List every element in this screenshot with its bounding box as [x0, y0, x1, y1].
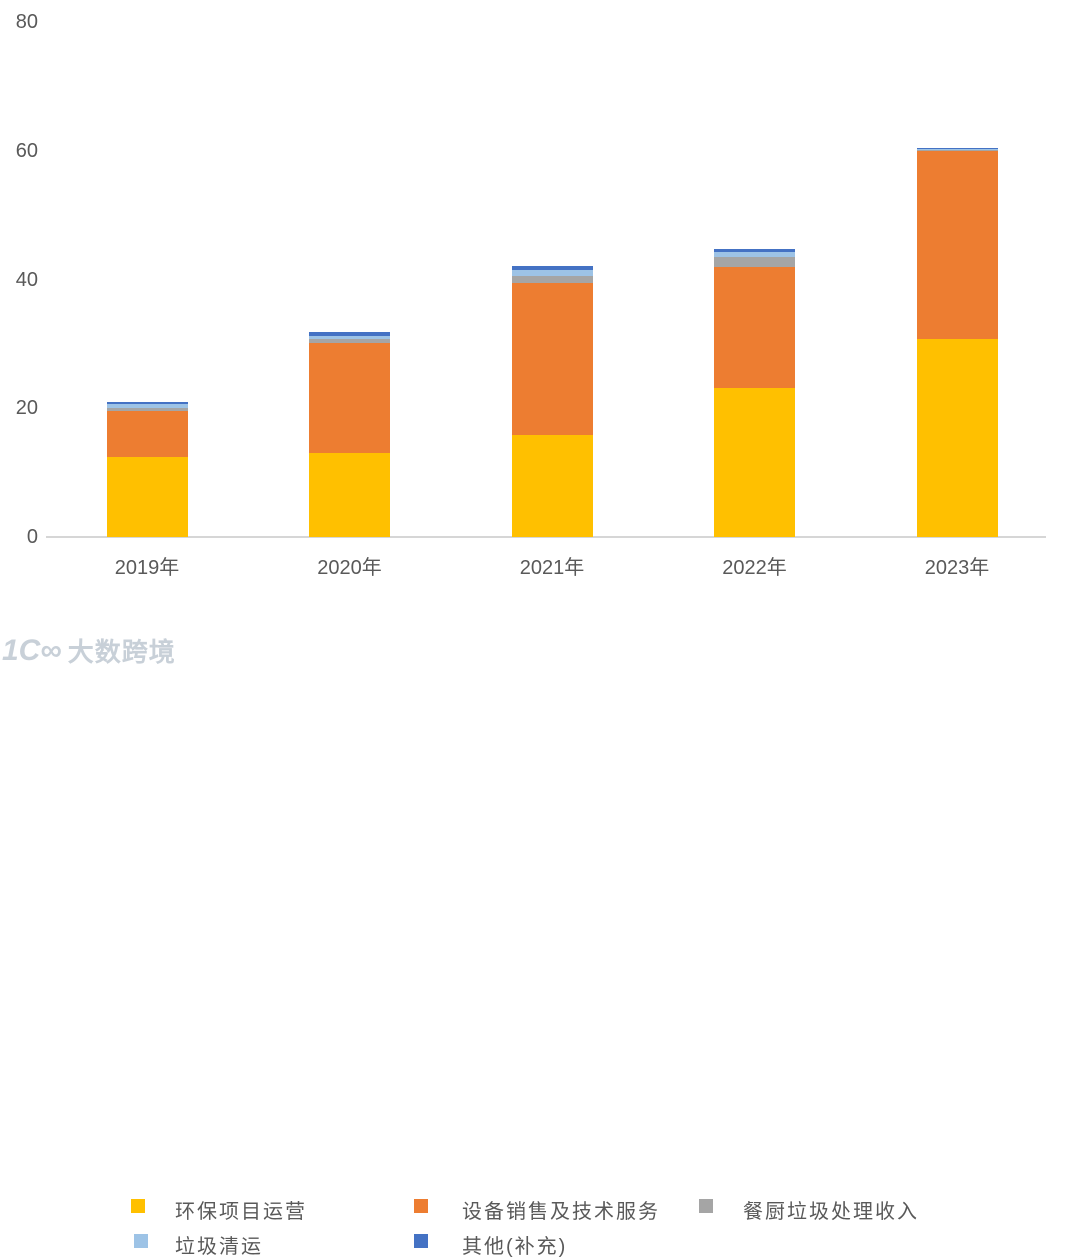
bar-segment — [714, 248, 795, 252]
x-axis-line — [46, 536, 1046, 538]
legend-swatch-orange — [414, 1199, 428, 1213]
y-tick-label: 0 — [26, 526, 38, 548]
legend-row-2: 垃圾清运 其他(补充) — [0, 1230, 1080, 1258]
x-category-label: 2019年 — [114, 557, 180, 579]
bar-segment — [714, 256, 795, 267]
bar-segment — [511, 435, 593, 537]
bar-segment — [916, 150, 998, 151]
bar-segment — [511, 269, 593, 276]
y-tick-label: 40 — [15, 268, 38, 291]
bar-segment — [916, 339, 998, 537]
legend-label: 设备销售及技术服务 — [462, 1201, 660, 1223]
bar-segment — [106, 402, 188, 404]
bar-segment — [714, 266, 795, 389]
x-category-label: 2023年 — [924, 557, 990, 579]
legend-swatch-lightblue — [134, 1234, 148, 1248]
plot-area: 0 20 40 60 80 2019年 2020年 2021年 2022年 2023年 — [0, 0, 1080, 595]
bar-segment — [511, 283, 593, 436]
bar-segment — [309, 331, 390, 336]
watermark-brand-text: 大数跨境 — [67, 637, 176, 667]
legend-label: 垃圾清运 — [175, 1236, 263, 1258]
bar-segment — [106, 403, 188, 408]
x-category-label: 2021年 — [519, 557, 585, 579]
bar-segment — [106, 411, 188, 457]
legend-label: 餐厨垃圾处理收入 — [743, 1201, 919, 1223]
watermark-logo-icon: 1C∞ — [2, 633, 62, 667]
bar-segment — [714, 251, 795, 257]
legend-swatch-gray — [699, 1199, 713, 1213]
y-tick-label: 80 — [15, 11, 38, 33]
legend-label: 其他(补充) — [462, 1236, 568, 1258]
legend-label: 环保项目运营 — [175, 1201, 307, 1223]
bar-segment — [309, 342, 390, 453]
y-tick-label: 60 — [15, 139, 38, 162]
bar-segment — [916, 149, 998, 151]
legend-swatch-yellow — [131, 1199, 145, 1213]
bar-segment — [309, 335, 390, 340]
bar-segment — [106, 407, 188, 412]
bar-segment — [309, 452, 390, 537]
legend-swatch-blue — [414, 1234, 428, 1248]
bar-segment — [916, 150, 998, 340]
bar-segment — [714, 388, 795, 537]
bar-segment — [916, 147, 998, 150]
x-category-label: 2020年 — [317, 557, 382, 579]
legend-row-1: 环保项目运营 设备销售及技术服务 餐厨垃圾处理收入 — [0, 1195, 1080, 1223]
x-category-label: 2022年 — [722, 557, 787, 579]
bar-segment — [511, 265, 593, 270]
y-tick-label: 20 — [15, 397, 38, 420]
watermark: 1C∞ 大数跨境 — [2, 632, 176, 669]
bar-segment — [511, 275, 593, 284]
bar-segment — [309, 339, 390, 343]
bar-segment — [106, 456, 188, 537]
